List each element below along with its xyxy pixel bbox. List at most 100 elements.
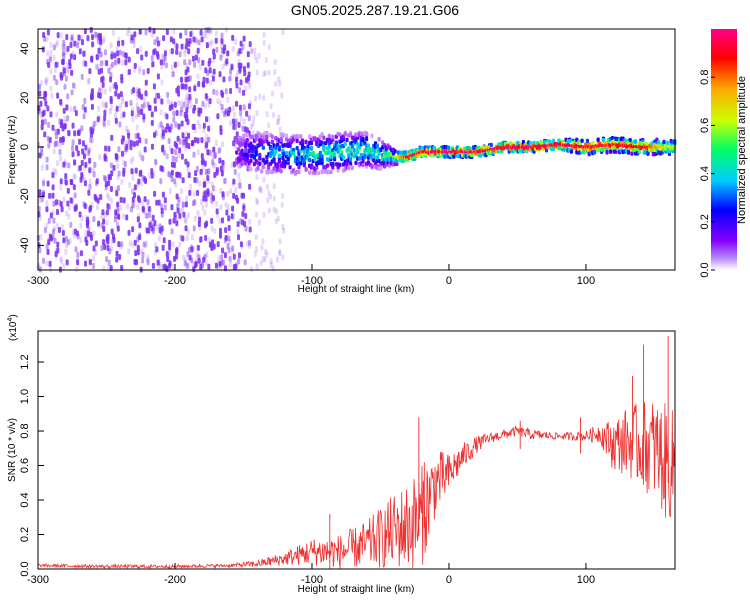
spectrogram-noise-cell bbox=[82, 50, 86, 57]
spectrogram-noise-cell bbox=[252, 115, 256, 122]
spectrogram-ridge-core bbox=[595, 144, 598, 148]
spectrogram-noise-cell bbox=[53, 139, 57, 146]
spectrogram-noise-cell bbox=[138, 232, 142, 239]
spectrogram-noise-cell bbox=[146, 199, 150, 206]
spectrogram-noise-cell bbox=[121, 59, 125, 66]
spectrogram-noise-cell bbox=[184, 46, 188, 53]
spectrogram-noise-cell bbox=[142, 113, 146, 120]
spectrogram-noise-cell bbox=[48, 266, 52, 273]
spectrogram-noise-cell bbox=[90, 137, 94, 144]
spectrogram-noise-cell bbox=[229, 74, 233, 81]
spectrogram-noise-cell bbox=[120, 113, 124, 120]
spectrogram-noise-cell bbox=[203, 102, 207, 109]
spectrogram-ridge-cell bbox=[331, 162, 335, 168]
spectrogram-noise-cell bbox=[78, 128, 82, 135]
spectrogram-noise-cell bbox=[238, 48, 242, 55]
spectrogram-noise-cell bbox=[87, 189, 91, 196]
spectrogram-noise-cell bbox=[202, 31, 206, 38]
spectrogram-noise-cell bbox=[203, 190, 207, 197]
spectrogram-noise-cell bbox=[193, 215, 197, 222]
spectrogram-noise-cell bbox=[121, 213, 125, 220]
spectrogram-ridge-core bbox=[412, 153, 414, 157]
spectrogram-ridge-core bbox=[426, 150, 429, 154]
spectrogram-noise-cell bbox=[108, 108, 112, 115]
spectrogram-noise-cell bbox=[180, 153, 184, 160]
spectrogram-noise-cell bbox=[117, 213, 121, 220]
spectrogram-noise-cell bbox=[218, 146, 222, 153]
spectrogram-ridge-cell bbox=[332, 152, 337, 157]
spectrogram-noise-cell bbox=[101, 101, 105, 108]
spectrogram-noise-cell bbox=[157, 122, 161, 129]
spectrogram-noise-cell bbox=[191, 139, 195, 146]
spectrogram-ridge-cell bbox=[306, 148, 310, 153]
spectrogram-ridge-core bbox=[481, 149, 484, 153]
spectrogram-noise-cell bbox=[80, 174, 84, 181]
spectrogram-noise-cell bbox=[134, 167, 138, 174]
spectrogram-noise-cell bbox=[206, 136, 210, 143]
spectrogram-noise-cell bbox=[175, 193, 179, 200]
spectrogram-noise-cell bbox=[105, 192, 109, 199]
spectrogram-noise-cell bbox=[116, 163, 120, 170]
colorbar-tick-label: 0.8 bbox=[699, 70, 711, 85]
spectrogram-noise-cell bbox=[49, 111, 53, 118]
spectrogram-noise-cell bbox=[161, 125, 165, 132]
spectrogram-noise-cell bbox=[150, 225, 154, 232]
spectrogram-noise-cell bbox=[83, 203, 87, 210]
spectrogram-ridge-core bbox=[486, 148, 489, 152]
spectrogram-noise-cell bbox=[162, 237, 166, 244]
spectrogram-noise-cell bbox=[219, 125, 223, 132]
spectrogram-noise-cell bbox=[138, 137, 142, 144]
spectrogram-noise-cell bbox=[136, 48, 140, 55]
spectrogram-noise-cell bbox=[184, 43, 188, 50]
spectrogram-noise-cell bbox=[215, 89, 219, 96]
spectrogram-noise-cell bbox=[71, 50, 75, 57]
spectrogram-noise-cell bbox=[239, 40, 243, 47]
spectrogram-noise-cell bbox=[137, 111, 141, 118]
spectrogram-noise-cell bbox=[67, 130, 71, 137]
spectrogram-noise-cell bbox=[65, 67, 69, 74]
spectrogram-noise-cell bbox=[247, 103, 251, 110]
spectrogram-noise-cell bbox=[170, 176, 174, 183]
spectrogram-noise-cell bbox=[168, 244, 172, 251]
spectrogram-ridge-core bbox=[650, 145, 653, 149]
spectrogram-noise-cell bbox=[228, 120, 232, 127]
snr-y-ticks: 0.00.20.40.60.81.01.2 bbox=[19, 354, 44, 577]
spectrogram-noise-cell bbox=[54, 169, 58, 176]
spectrogram-noise-cell bbox=[202, 256, 206, 263]
spectrogram-noise-cell bbox=[210, 71, 214, 78]
spectrogram-noise-cell bbox=[132, 87, 136, 94]
spectrogram-noise-cell bbox=[54, 61, 58, 68]
spectrogram-noise-cell bbox=[140, 248, 144, 255]
spectrogram-noise-cell bbox=[80, 172, 84, 179]
spectrogram-ridge-core bbox=[401, 155, 404, 159]
spectrogram-noise-cell bbox=[159, 121, 163, 128]
spectrogram-x-tick-label: -100 bbox=[301, 275, 323, 287]
spectrogram-noise-cell bbox=[244, 77, 248, 84]
spectrogram-ridge-cell bbox=[331, 134, 335, 139]
spectrogram-noise-cell bbox=[175, 247, 179, 254]
spectrogram-ridge-cell bbox=[372, 152, 376, 158]
spectrogram-noise-cell bbox=[204, 195, 208, 202]
spectrogram-noise-cell bbox=[128, 240, 132, 247]
spectrogram-noise-cell bbox=[98, 154, 102, 161]
spectrogram-ridge-core bbox=[572, 144, 575, 148]
spectrogram-noise-cell bbox=[255, 199, 259, 206]
spectrogram-noise-cell bbox=[234, 38, 238, 45]
spectrogram-noise-cell bbox=[107, 259, 111, 266]
spectrogram-noise-cell bbox=[163, 55, 167, 62]
spectrogram-noise-cell bbox=[125, 214, 129, 221]
spectrogram-noise-cell bbox=[141, 206, 145, 213]
spectrogram-noise-cell bbox=[176, 135, 180, 142]
spectrogram-noise-cell bbox=[73, 228, 77, 235]
spectrogram-ridge-core bbox=[588, 145, 591, 149]
spectrogram-noise-cell bbox=[38, 107, 42, 114]
spectrogram-noise-cell bbox=[44, 78, 48, 85]
spectrogram-noise-cell bbox=[280, 201, 284, 208]
spectrogram-noise-cell bbox=[134, 250, 138, 257]
spectrogram-noise-cell bbox=[88, 167, 92, 174]
spectrogram-noise-cell bbox=[65, 210, 69, 217]
spectrogram-ridge-cell bbox=[251, 134, 255, 140]
spectrogram-noise-cell bbox=[224, 26, 228, 33]
spectrogram-noise-cell bbox=[189, 244, 193, 251]
